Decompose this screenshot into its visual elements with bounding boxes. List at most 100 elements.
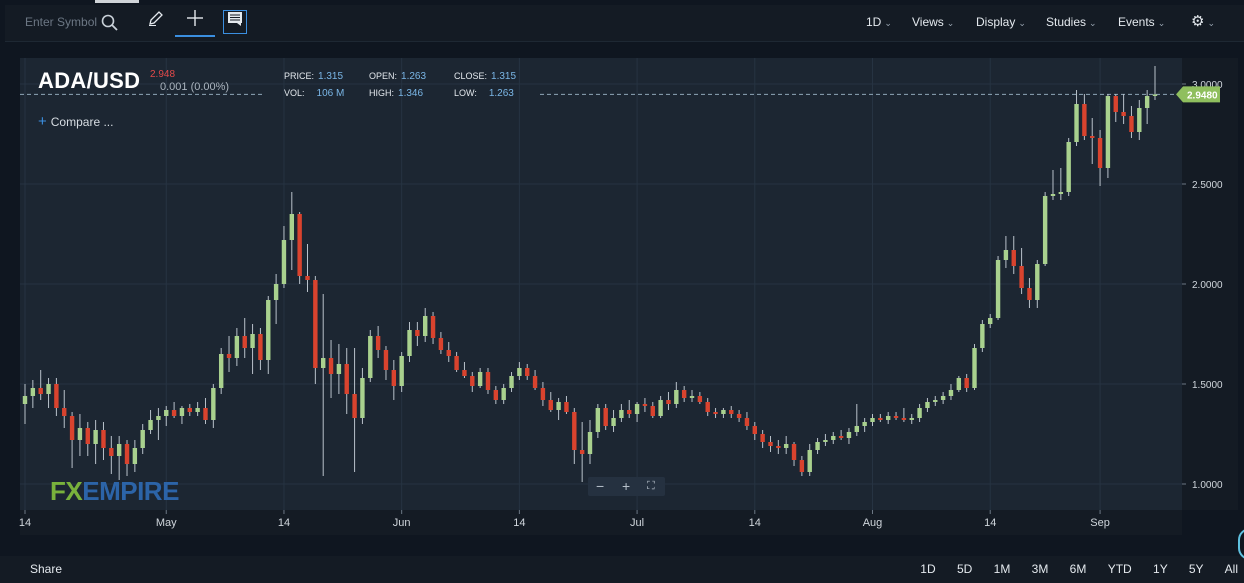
stat-high: HIGH: 1.346	[369, 88, 423, 99]
zoom-in-button[interactable]: +	[622, 478, 631, 494]
candle-up	[77, 428, 83, 440]
candle-down	[901, 418, 907, 420]
stat-low: LOW: 1.263	[454, 88, 514, 99]
last-price-tag-label: 2.9480	[1187, 90, 1218, 101]
candle-down	[705, 402, 710, 412]
candle-down	[564, 402, 569, 412]
range-1m[interactable]: 1M	[993, 562, 1011, 576]
candle-down	[579, 450, 585, 454]
crosshair-icon[interactable]	[175, 9, 215, 37]
candle-up	[234, 336, 240, 358]
candle-down	[642, 404, 648, 406]
candle-up	[250, 334, 255, 348]
range-5y[interactable]: 5Y	[1188, 562, 1204, 576]
settings-menu[interactable]: ⚙ ⌄	[1191, 5, 1215, 41]
candle-down	[650, 406, 655, 416]
candle-down	[1113, 96, 1118, 112]
candle-up	[988, 318, 993, 324]
x-tick-label: 14	[749, 517, 761, 529]
gear-icon: ⚙	[1191, 13, 1205, 30]
candle-up	[1042, 196, 1048, 264]
candle-up	[1137, 108, 1142, 132]
range-1y[interactable]: 1Y	[1153, 562, 1168, 576]
range-ytd[interactable]: YTD	[1107, 562, 1132, 576]
compare-button[interactable]: + Compare ...	[38, 113, 113, 130]
candle-down	[258, 334, 263, 360]
share-button[interactable]: Share	[30, 562, 63, 576]
events-label: Events	[1118, 15, 1155, 29]
symbol-search-input[interactable]: Enter Symbol	[5, 5, 140, 41]
chevron-down-icon: ⌄	[884, 18, 892, 28]
candle-up	[846, 432, 852, 438]
candle-up	[1066, 142, 1071, 192]
candle-up	[140, 430, 145, 448]
candle-down	[964, 378, 969, 388]
candle-up	[132, 448, 138, 464]
stat-low-value: 1.263	[488, 88, 514, 99]
candle-down	[454, 356, 459, 370]
bottom-bar: Share 1D 5D 1M 3M 6M YTD 1Y 5Y All	[0, 556, 1244, 583]
candle-down	[85, 428, 90, 444]
candle-up	[1074, 104, 1079, 142]
candle-down	[893, 416, 899, 418]
candle-down	[462, 370, 467, 376]
stat-high-label: HIGH:	[369, 88, 395, 98]
candle-down	[525, 368, 530, 376]
candle-down	[1011, 250, 1016, 266]
events-menu[interactable]: Events ⌄	[1118, 5, 1165, 41]
candle-down	[297, 214, 302, 276]
zoom-out-button[interactable]: −	[596, 478, 605, 494]
candle-down	[344, 364, 349, 394]
logo-part-empire: EMPIRE	[82, 476, 179, 506]
range-6m[interactable]: 6M	[1069, 562, 1087, 576]
stat-vol: VOL: 106 M	[284, 88, 344, 99]
candle-up	[399, 356, 404, 386]
candle-up	[407, 330, 412, 356]
x-tick-label: 14	[513, 517, 525, 529]
candle-down	[226, 354, 232, 358]
range-1d[interactable]: 1D	[920, 562, 936, 576]
range-3m[interactable]: 3M	[1031, 562, 1049, 576]
candle-up	[831, 436, 836, 440]
candle-up	[917, 408, 922, 418]
stat-close: CLOSE: 1.315	[454, 71, 516, 82]
search-icon[interactable]	[101, 5, 119, 39]
range-all[interactable]: All	[1224, 562, 1238, 576]
candle-up	[674, 390, 679, 404]
candle-up	[721, 410, 726, 414]
x-tick-label: May	[156, 517, 177, 529]
candle-up	[619, 410, 624, 418]
range-5d[interactable]: 5D	[956, 562, 973, 576]
stat-vol-label: VOL:	[284, 88, 305, 98]
candle-up	[360, 378, 365, 418]
views-menu[interactable]: Views ⌄	[912, 5, 954, 41]
display-menu[interactable]: Display ⌄	[976, 5, 1026, 41]
candle-up	[634, 404, 640, 414]
candle-down	[768, 442, 773, 446]
candle-up	[587, 432, 593, 454]
candle-up	[909, 418, 914, 420]
x-tick-label: Sep	[1090, 517, 1110, 529]
symbol-search-placeholder: Enter Symbol	[25, 15, 98, 29]
chevron-down-icon: ⌄	[1157, 18, 1166, 28]
comment-icon[interactable]	[223, 10, 247, 34]
draw-pencil-icon[interactable]	[136, 9, 176, 35]
candle-down	[1090, 136, 1095, 138]
candle-up	[517, 368, 522, 376]
interval-dropdown[interactable]: 1D ⌄	[866, 5, 892, 41]
studies-menu[interactable]: Studies ⌄	[1046, 5, 1097, 41]
fullscreen-icon[interactable]: ⛶	[647, 480, 655, 492]
candle-down	[383, 350, 389, 370]
candle-down	[1027, 288, 1032, 300]
candle-up	[870, 418, 875, 422]
candle-down	[203, 408, 208, 420]
candle-up	[995, 260, 1001, 318]
candle-up	[93, 430, 98, 444]
candle-up	[266, 300, 271, 360]
studies-label: Studies	[1046, 15, 1087, 29]
candle-down	[572, 412, 577, 450]
candle-down	[736, 414, 742, 418]
candle-up	[116, 444, 122, 456]
candle-up	[289, 214, 295, 240]
